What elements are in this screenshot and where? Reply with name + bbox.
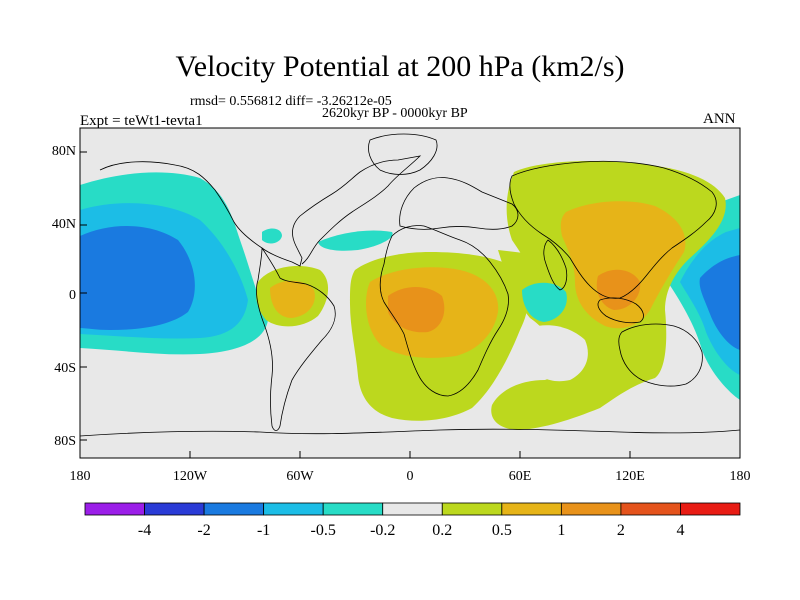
lat-label-80s: 80S (54, 434, 76, 449)
contour-region-neg-1 (80, 225, 195, 330)
contour-region-pos-0.5 (270, 280, 315, 318)
coast-maritime-continent (597, 297, 644, 324)
coast-north-america (99, 155, 422, 267)
contour-region-pos-0.2 (498, 250, 540, 288)
colorbar-swatch (263, 502, 324, 516)
lon-label-120e: 120E (615, 469, 645, 484)
lon-label-0: 0 (407, 469, 414, 484)
plot-title: Velocity Potential at 200 hPa (km2/s) (175, 50, 625, 83)
colorbar-label: 4 (676, 522, 684, 539)
lon-labels: 180 120W 60W 0 60E 120E 180 (70, 469, 751, 484)
lat-label-40n: 40N (52, 217, 76, 232)
coast-greenland (368, 133, 438, 175)
coast-south-america (256, 247, 336, 431)
colorbar-label: -4 (138, 522, 151, 539)
lon-label-60e: 60E (509, 469, 532, 484)
experiment-label: Expt = teWt1-tevta1 (80, 113, 203, 129)
lon-label-180w: 180 (70, 469, 91, 484)
contour-region-neg-0.2 (522, 282, 567, 322)
lat-label-80n: 80N (52, 144, 76, 159)
colorbar-label: -2 (197, 522, 210, 539)
lat-ticks (80, 151, 87, 441)
contour-region-pos-1 (388, 287, 445, 333)
colorbar-swatch (441, 502, 503, 516)
colorbar-label: -0.2 (370, 522, 395, 539)
colorbar-swatch (203, 502, 265, 516)
coastlines (80, 133, 740, 437)
coast-africa (379, 225, 509, 397)
colorbar-label: 1 (557, 522, 565, 539)
colorbar-swatch (382, 502, 443, 516)
colorbar-swatch (84, 502, 145, 516)
contour-region-pos-0.5 (560, 201, 686, 329)
lon-label-60w: 60W (286, 469, 314, 484)
lat-labels: 80N 40N 0 40S 80S (52, 144, 76, 449)
lon-label-180e: 180 (730, 469, 751, 484)
lat-label-40s: 40S (54, 361, 76, 376)
coast-asia (509, 160, 717, 299)
coast-europe (399, 177, 519, 230)
colorbar-swatch (144, 502, 205, 516)
colorbar-label: 2 (617, 522, 625, 539)
time-period-label: 2620kyr BP - 0000kyr BP (322, 106, 468, 121)
contour-fill-regions (80, 160, 740, 431)
lon-ticks (79, 451, 741, 458)
colorbar-swatch (620, 502, 681, 516)
rmsd-diff-stats: rmsd= 0.556812 diff= -3.26212e-05 (190, 94, 392, 109)
colorbar: -4 -2 -1 -0.5 -0.2 0.2 0.5 1 2 4 (84, 502, 741, 539)
colorbar-swatch (322, 502, 384, 516)
colorbar-swatch (680, 502, 741, 516)
contour-region-neg-1 (699, 255, 740, 350)
colorbar-swatches (84, 502, 741, 516)
contour-region-neutral (527, 325, 588, 382)
colorbar-swatch (501, 502, 562, 516)
contour-region-pos-1 (596, 269, 641, 310)
contour-region-neg-0.2 (262, 228, 282, 244)
coast-australia (618, 323, 703, 387)
coast-antarctica (80, 428, 740, 437)
coast-india (543, 239, 568, 291)
lon-label-120w: 120W (173, 469, 208, 484)
colorbar-label: 0.5 (492, 522, 512, 539)
colorbar-label: -1 (257, 522, 270, 539)
contour-region-neg-0.2 (318, 230, 393, 251)
lat-label-0: 0 (69, 288, 76, 303)
season-label: ANN (703, 111, 736, 127)
colorbar-labels: -4 -2 -1 -0.5 -0.2 0.2 0.5 1 2 4 (138, 522, 685, 539)
colorbar-swatch (560, 502, 622, 516)
colorbar-label: -0.5 (311, 522, 336, 539)
colorbar-label: 0.2 (432, 522, 452, 539)
